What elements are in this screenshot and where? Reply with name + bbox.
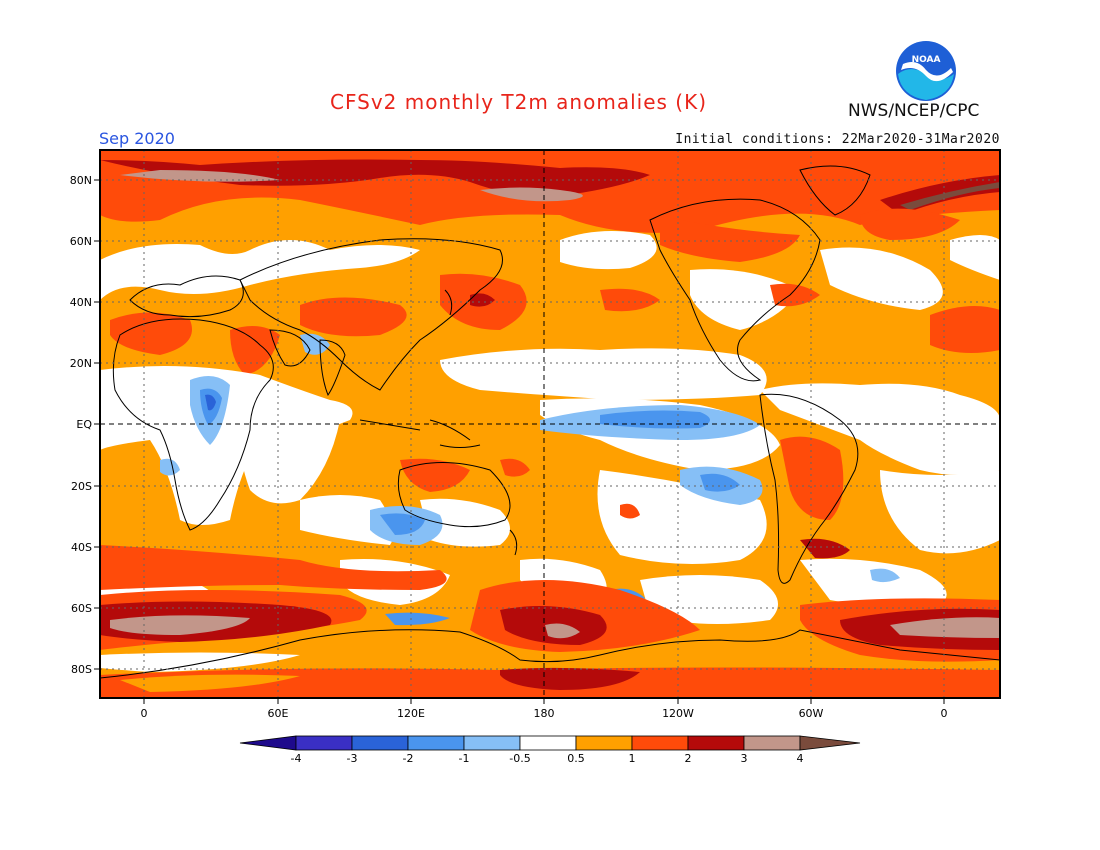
grid-lines xyxy=(100,150,1000,698)
colorbar-segment xyxy=(631,735,689,751)
colorbar-segment xyxy=(407,735,465,751)
axis-ticks xyxy=(94,179,945,704)
noaa-logo: NOAA xyxy=(896,41,956,101)
colorbar-segment xyxy=(575,735,633,751)
colorbar-tick-label: 2 xyxy=(685,752,692,765)
lon-label: 180 xyxy=(534,707,555,720)
colorbar-arrow-low xyxy=(239,735,297,751)
lon-label: 60E xyxy=(268,707,289,720)
colorbar-arrow-high xyxy=(799,735,861,751)
lat-label: 60N xyxy=(70,235,92,248)
colorbar-tick-label: 4 xyxy=(797,752,804,765)
lat-label: 20N xyxy=(70,357,92,370)
reference-lines xyxy=(100,150,1000,698)
coastlines xyxy=(100,165,1000,679)
map-frame xyxy=(99,149,1001,699)
colorbar-tick-label: -3 xyxy=(347,752,358,765)
colorbar-segment xyxy=(295,735,353,751)
map-title: CFSv2 monthly T2m anomalies (K) xyxy=(330,90,707,114)
colorbar-segment xyxy=(743,735,801,751)
lat-label: EQ xyxy=(76,418,92,431)
lat-label: 60S xyxy=(71,602,92,615)
agency-label: NWS/NCEP/CPC xyxy=(848,101,980,121)
lon-label: 60W xyxy=(799,707,824,720)
lat-label: 20S xyxy=(71,480,92,493)
colorbar-tick-label: -0.5 xyxy=(509,752,530,765)
colorbar-tick-label: 3 xyxy=(741,752,748,765)
colorbar-tick-label: -2 xyxy=(403,752,414,765)
lat-label: 80S xyxy=(71,663,92,676)
lon-label: 0 xyxy=(941,707,948,720)
initial-conditions: Initial conditions: 22Mar2020-31Mar2020 xyxy=(675,132,1000,147)
lat-label: 40S xyxy=(71,541,92,554)
colorbar xyxy=(239,735,861,751)
colorbar-segment xyxy=(351,735,409,751)
colorbar-segment xyxy=(687,735,745,751)
lon-label: 120W xyxy=(662,707,694,720)
logo-text: NOAA xyxy=(912,55,941,65)
forecast-month: Sep 2020 xyxy=(99,129,175,148)
colorbar-tick-label: -1 xyxy=(459,752,470,765)
colorbar-segment xyxy=(463,735,521,751)
lon-label: 120E xyxy=(397,707,425,720)
lat-label: 40N xyxy=(70,296,92,309)
anomaly-field xyxy=(100,150,1000,698)
lon-label: 0 xyxy=(141,707,148,720)
colorbar-segment xyxy=(519,735,577,751)
colorbar-tick-label: 1 xyxy=(629,752,636,765)
colorbar-tick-label: 0.5 xyxy=(567,752,585,765)
lat-label: 80N xyxy=(70,174,92,187)
colorbar-tick-label: -4 xyxy=(291,752,302,765)
